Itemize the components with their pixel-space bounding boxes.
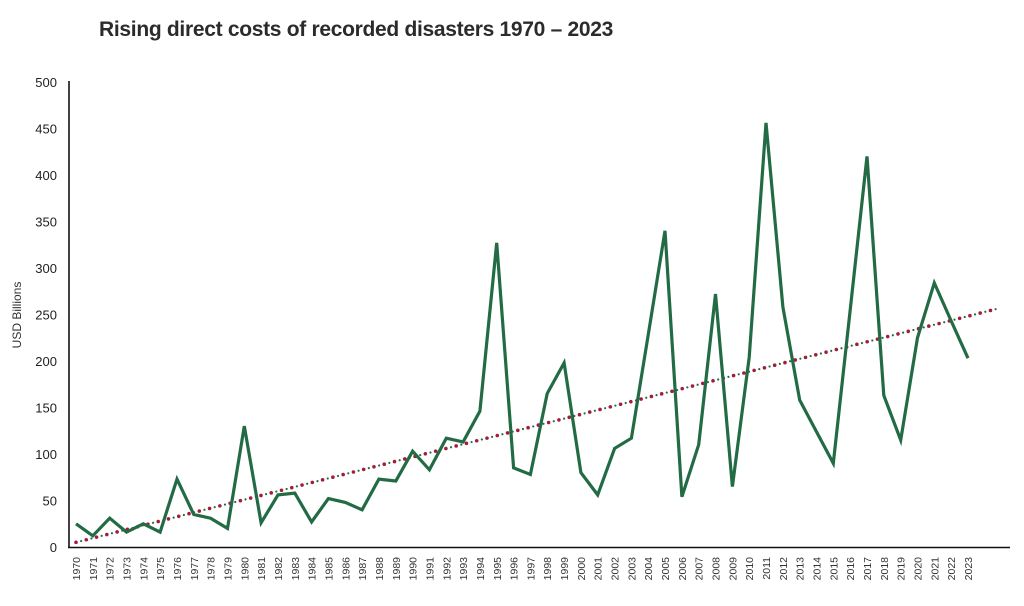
- x-tick-label: 1989: [391, 557, 403, 581]
- y-tick-label: 50: [43, 494, 57, 509]
- x-tick-label: 1995: [492, 557, 504, 581]
- x-tick-label: 1982: [273, 557, 285, 581]
- x-tick-label: 2010: [744, 557, 756, 581]
- x-tick-label: 1971: [88, 557, 100, 581]
- x-tick-label: 1992: [441, 557, 453, 581]
- x-tick-label: 2006: [677, 557, 689, 581]
- x-tick-label: 1981: [256, 557, 268, 581]
- x-tick-label: 1978: [206, 557, 218, 581]
- x-tick-label: 1988: [374, 557, 386, 581]
- x-tick-label: 1976: [172, 557, 184, 581]
- series-line-direct-costs: [75, 122, 970, 538]
- x-tick-label: 1979: [222, 557, 234, 581]
- x-tick-label: 1974: [138, 557, 150, 581]
- x-tick-label: 1990: [408, 557, 420, 581]
- x-axis-ticks: 1970 1971 1972 1973 1974 1975 1976 1977 1978 1979…: [71, 557, 975, 581]
- y-tick-label: 500: [35, 75, 57, 90]
- x-tick-label: 2009: [727, 557, 739, 581]
- y-tick-label: 350: [35, 215, 57, 230]
- y-tick-label: 400: [35, 168, 57, 183]
- y-tick-label: 150: [35, 401, 57, 416]
- chart-title: Rising direct costs of recorded disaster…: [99, 18, 614, 41]
- x-tick-label: 1983: [290, 557, 302, 581]
- x-tick-label: 2023: [963, 557, 975, 581]
- x-tick-label: 2008: [711, 557, 723, 581]
- y-tick-label: 200: [35, 354, 57, 369]
- x-tick-label: 2014: [812, 557, 824, 581]
- x-tick-label: 2000: [576, 557, 588, 581]
- x-tick-label: 1998: [542, 557, 554, 581]
- x-tick-label: 2004: [643, 557, 655, 581]
- x-tick-label: 2020: [913, 557, 925, 581]
- x-tick-label: 1991: [424, 557, 436, 581]
- x-tick-label: 1970: [71, 557, 83, 581]
- x-tick-label: 1999: [559, 557, 571, 581]
- x-tick-label: 2012: [778, 557, 790, 581]
- x-tick-label: 1984: [307, 557, 319, 581]
- x-tick-label: 2022: [946, 557, 958, 581]
- trendline-red-dots: [74, 307, 999, 545]
- x-tick-label: 1975: [155, 557, 167, 581]
- y-tick-label: 450: [35, 122, 57, 137]
- x-tick-label: 1993: [458, 557, 470, 581]
- x-tick-label: 1980: [239, 557, 251, 581]
- x-tick-label: 1997: [525, 557, 537, 581]
- x-tick-label: 2001: [593, 557, 605, 581]
- x-tick-label: 2007: [694, 557, 706, 581]
- y-tick-label: 100: [35, 447, 57, 462]
- x-tick-label: 2002: [610, 557, 622, 581]
- x-tick-label: 1985: [323, 557, 335, 581]
- y-tick-label: 300: [35, 261, 57, 276]
- x-tick-label: 2018: [879, 557, 891, 581]
- y-tick-label: 0: [50, 540, 57, 555]
- x-tick-label: 1972: [105, 557, 117, 581]
- x-tick-label: 1973: [121, 557, 133, 581]
- x-tick-label: 2015: [828, 557, 840, 581]
- data-points: [75, 122, 969, 536]
- trendline: [74, 307, 999, 545]
- x-tick-label: 1994: [475, 557, 487, 581]
- x-tick-label: 1986: [340, 557, 352, 581]
- x-tick-label: 2019: [896, 557, 908, 581]
- x-tick-label: 2003: [626, 557, 638, 581]
- x-tick-label: 2005: [660, 557, 672, 581]
- x-tick-label: 1977: [189, 557, 201, 581]
- x-tick-label: 2011: [761, 557, 773, 580]
- y-tick-label: 250: [35, 308, 57, 323]
- y-axis-label: USD Billions: [10, 282, 24, 349]
- y-axis-ticks: 0 50 100 150 200 250 300 350 400 450 500: [35, 75, 57, 555]
- x-tick-label: 2013: [795, 557, 807, 581]
- x-tick-label: 2016: [845, 557, 857, 581]
- x-tick-label: 1987: [357, 557, 369, 581]
- x-tick-label: 2021: [929, 557, 941, 581]
- x-tick-label: 2017: [862, 557, 874, 581]
- x-tick-label: 1996: [509, 557, 521, 581]
